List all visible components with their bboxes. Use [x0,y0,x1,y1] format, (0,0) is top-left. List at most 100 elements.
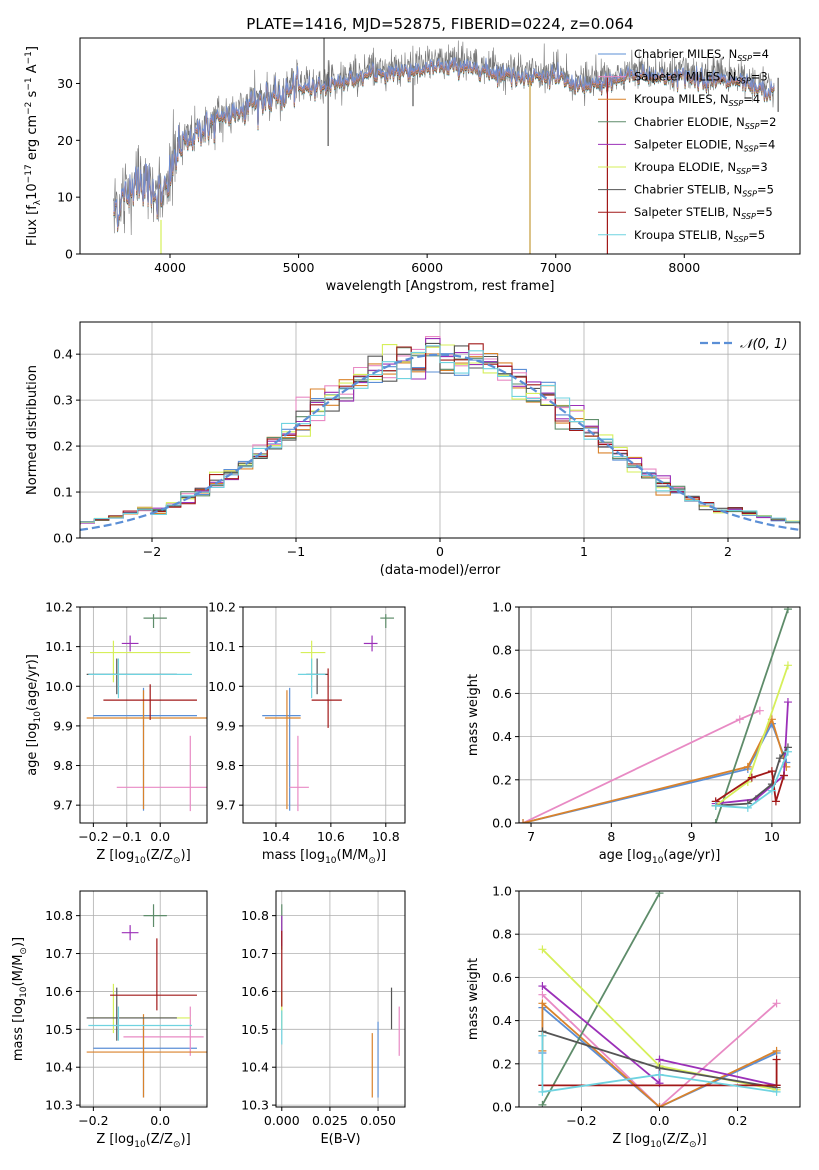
weight-marker [655,1070,664,1079]
y-tick-label: 10.6 [241,984,269,999]
weight-marker [743,803,752,812]
y-tick-label: 20 [57,133,73,148]
x-tick-label: 0.0 [150,1113,170,1128]
y-axis-label-part: mass [log [11,998,26,1061]
y-tick-label: 9.7 [216,798,236,813]
x-tick-label: 0.025 [312,1113,348,1128]
plot-area [86,614,207,812]
y-tick-label: 10.8 [45,908,73,923]
y-axis-label-part: 10 [25,183,40,200]
x-tick-label: 0.0 [150,829,170,844]
x-axis-label: (data-model)/error [380,563,501,578]
weight-marker [775,754,784,763]
x-axis-label: Z [log10(Z/Z⊙)] [612,1132,706,1150]
y-tick-label: 10.5 [241,1022,269,1037]
x-axis-label-part: age [log [599,848,652,863]
weight-marker [538,990,547,999]
y-tick-label: 9.9 [53,718,73,733]
legend-suffix: =4 [758,137,775,151]
legend-suffix: =4 [752,47,769,61]
y-tick-label: 9.9 [216,718,236,733]
weight-marker [655,891,664,898]
y-tick-label: 10.3 [45,1098,73,1113]
x-tick-label: −1 [287,544,305,559]
panel-z-weight: −0.2 0.0 0.2 0.0 0.2 0.4 0.6 0.8 1.0 Z [log10(Z/Z… [466,884,801,1150]
weight-marker [747,773,756,782]
x-axis-label-part: Z [log [96,848,134,863]
y-tick-label: 0.2 [53,439,73,454]
x-tick-label: 2 [724,544,732,559]
y-axis-label: age [log10(age/yr)] [25,654,43,776]
weight-marker [779,771,788,780]
y-axis-label-part: (age/yr)] [25,654,40,711]
y-tick-label: 10 [57,190,73,205]
legend-sub: SSP [742,190,757,199]
x-axis-label-part: ⊙ [368,856,376,866]
axes-frame [275,890,406,1108]
weight-marker [772,1046,781,1055]
x-tick-label: 6000 [411,260,443,275]
legend-label: Chabrier MILES, NSSP=4 [634,47,769,63]
y-tick-label: 1.0 [492,600,512,615]
y-axis-label-part: −1 [24,51,34,64]
y-tick-label: 10.4 [45,1060,73,1075]
x-tick-label: 4000 [154,260,186,275]
x-axis-label-part: (M/M [337,848,369,863]
y-tick-label: 30 [57,76,73,91]
x-tick-label: 10 [764,829,780,844]
y-tick-label: 0.0 [53,531,73,546]
weight-marker [767,767,776,776]
weight-marker [538,1100,547,1107]
weight-line [715,701,789,805]
legend-suffix: =2 [760,115,777,129]
y-tick-label: 0.6 [492,970,512,985]
axes-frame [79,37,801,255]
weight-marker [655,1103,664,1107]
legend-label: Salpeter ELODIE, NSSP=4 [634,137,775,153]
legend-suffix: =5 [756,205,773,219]
y-tick-label: 10.2 [45,600,73,615]
y-tick-label: 10.0 [45,679,73,694]
weight-marker [783,607,792,614]
axes-frame [518,606,801,824]
plot-area [519,607,792,823]
x-tick-label: 0.0 [650,1113,670,1128]
x-tick-label: 10.4 [262,829,290,844]
legend-sub: SSP [736,167,751,176]
x-tick-label: 7000 [540,260,572,275]
legend-sub: SSP [744,144,759,153]
weight-line [715,751,789,809]
weight-marker [538,945,547,954]
x-axis-label: Z [log10(Z/Z⊙)] [96,848,190,866]
y-tick-label: 0.8 [492,927,512,942]
plot-area [113,38,779,254]
weight-marker [538,999,547,1008]
legend-sub: SSP [729,99,744,108]
normal-reference-curve [80,353,800,531]
x-axis-label-part: 10 [652,856,664,866]
y-axis-label: Flux [fλ10−17 erg cm−2 s−1 A−1] [24,46,43,246]
y-axis-label-part: erg cm [25,115,40,164]
y-tick-label: 10.5 [45,1022,73,1037]
legend-label: Chabrier STELIB, NSSP=5 [634,183,774,199]
y-axis-label-part: −17 [24,164,34,183]
y-tick-label: 0.0 [492,816,512,831]
y-tick-label: 1.0 [492,884,512,899]
weight-marker [735,715,744,724]
x-axis-label-part: Z [log [612,1132,650,1147]
y-axis-label-part: )] [11,937,26,947]
plot-area [86,904,207,1098]
x-tick-label: 0 [436,544,444,559]
y-tick-label: 9.8 [53,758,73,773]
x-tick-label: 0.000 [264,1113,300,1128]
x-axis-label-part: mass [log [262,848,325,863]
y-tick-label: 0.6 [492,686,512,701]
y-axis-label: Normed distribution [25,365,40,495]
y-tick-label: 10.8 [241,908,269,923]
weight-marker [538,1087,547,1096]
weight-marker [783,698,792,707]
y-tick-label: 0.4 [492,1013,512,1028]
axes-frame [79,890,208,1108]
y-axis-label-part: −2 [24,102,34,115]
weight-line [714,608,789,823]
